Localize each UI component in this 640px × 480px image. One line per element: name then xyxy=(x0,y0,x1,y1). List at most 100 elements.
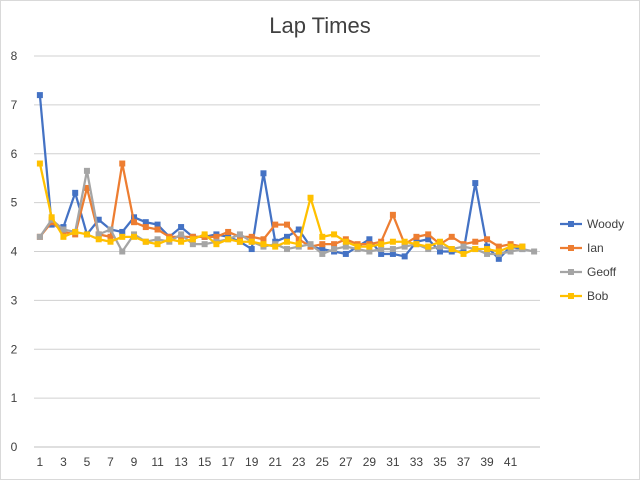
data-point-bob xyxy=(460,250,467,257)
x-tick-label: 15 xyxy=(198,455,212,469)
data-point-bob xyxy=(366,243,373,250)
data-point-geoff xyxy=(236,231,243,238)
data-point-bob xyxy=(389,238,396,245)
data-point-ian xyxy=(319,241,326,248)
data-point-ian xyxy=(425,231,432,238)
data-point-bob xyxy=(319,233,326,240)
data-point-woody xyxy=(295,226,302,233)
data-point-geoff xyxy=(507,248,514,255)
data-point-ian xyxy=(448,233,455,240)
data-point-bob xyxy=(178,238,185,245)
data-point-bob xyxy=(60,233,67,240)
data-point-ian xyxy=(484,236,491,243)
data-point-bob xyxy=(307,194,314,201)
y-tick-label: 5 xyxy=(11,196,18,210)
x-tick-label: 21 xyxy=(269,455,283,469)
x-tick-label: 35 xyxy=(433,455,447,469)
x-tick-label: 13 xyxy=(174,455,188,469)
y-tick-label: 8 xyxy=(11,49,18,63)
x-tick-label: 25 xyxy=(316,455,330,469)
data-point-ian xyxy=(248,233,255,240)
x-tick-label: 29 xyxy=(363,455,377,469)
data-point-bob xyxy=(236,238,243,245)
legend-item-bob: Bob xyxy=(560,289,609,303)
data-point-geoff xyxy=(83,167,90,174)
data-point-bob xyxy=(284,238,290,245)
chart-title: Lap Times xyxy=(269,13,371,38)
legend-marker-geoff xyxy=(568,269,574,275)
data-point-woody xyxy=(95,216,102,223)
data-point-geoff xyxy=(436,243,443,250)
data-point-woody xyxy=(378,250,385,257)
data-point-bob xyxy=(36,160,43,167)
x-tick-label: 5 xyxy=(84,455,91,469)
data-point-bob xyxy=(507,243,514,250)
x-tick-label: 31 xyxy=(386,455,400,469)
data-point-bob xyxy=(225,236,232,243)
data-point-geoff xyxy=(119,248,126,255)
data-point-geoff xyxy=(154,236,161,243)
data-point-geoff xyxy=(189,241,196,248)
y-tick-label: 4 xyxy=(11,245,18,259)
x-tick-label: 27 xyxy=(339,455,353,469)
data-point-ian xyxy=(83,184,90,191)
data-point-bob xyxy=(95,236,102,243)
legend-label-geoff: Geoff xyxy=(587,265,617,279)
data-point-geoff xyxy=(178,231,185,238)
data-point-geoff xyxy=(319,250,326,257)
data-point-geoff xyxy=(460,243,467,250)
data-point-woody xyxy=(389,250,396,257)
x-tick-label: 1 xyxy=(37,455,44,469)
data-point-woody xyxy=(178,224,185,231)
legend-label-woody: Woody xyxy=(587,217,624,231)
data-point-bob xyxy=(295,241,302,248)
data-point-ian xyxy=(272,221,279,228)
data-point-ian xyxy=(119,160,126,167)
series-bob xyxy=(36,160,526,257)
data-point-bob xyxy=(331,231,338,238)
data-point-geoff xyxy=(401,243,408,250)
data-point-geoff xyxy=(284,246,290,253)
data-point-bob xyxy=(131,233,138,240)
data-point-geoff xyxy=(331,246,338,253)
x-tick-label: 17 xyxy=(221,455,235,469)
data-point-ian xyxy=(142,224,149,231)
legend-label-ian: Ian xyxy=(587,241,604,255)
y-tick-label: 1 xyxy=(11,391,18,405)
data-point-ian xyxy=(472,238,479,245)
data-point-woody xyxy=(366,236,373,243)
data-point-bob xyxy=(472,246,479,253)
data-point-woody xyxy=(436,248,443,255)
data-point-ian xyxy=(260,236,267,243)
legend-item-geoff: Geoff xyxy=(560,265,617,279)
data-point-geoff xyxy=(378,246,385,253)
data-point-geoff xyxy=(342,243,349,250)
x-tick-label: 39 xyxy=(480,455,494,469)
data-point-bob xyxy=(119,233,126,240)
data-point-woody xyxy=(142,219,149,226)
data-point-bob xyxy=(213,241,220,248)
data-point-ian xyxy=(131,219,138,226)
x-tick-label: 37 xyxy=(457,455,471,469)
legend-item-woody: Woody xyxy=(560,217,624,231)
data-point-bob xyxy=(154,241,161,248)
data-point-bob xyxy=(448,246,455,253)
data-point-woody xyxy=(72,189,79,196)
data-point-bob xyxy=(519,243,526,250)
data-point-ian xyxy=(107,233,114,240)
x-tick-label: 19 xyxy=(245,455,259,469)
data-point-bob xyxy=(413,241,420,248)
legend-marker-ian xyxy=(568,245,574,251)
data-point-woody xyxy=(342,250,349,257)
data-point-woody xyxy=(472,180,479,187)
legend-marker-bob xyxy=(568,293,574,299)
data-point-bob xyxy=(201,231,208,238)
data-point-ian xyxy=(413,233,420,240)
gridlines xyxy=(34,55,540,448)
x-tick-label: 23 xyxy=(292,455,306,469)
series-lines xyxy=(36,92,538,262)
data-point-bob xyxy=(248,238,255,245)
data-point-ian xyxy=(495,243,502,250)
legend-item-ian: Ian xyxy=(560,241,604,255)
